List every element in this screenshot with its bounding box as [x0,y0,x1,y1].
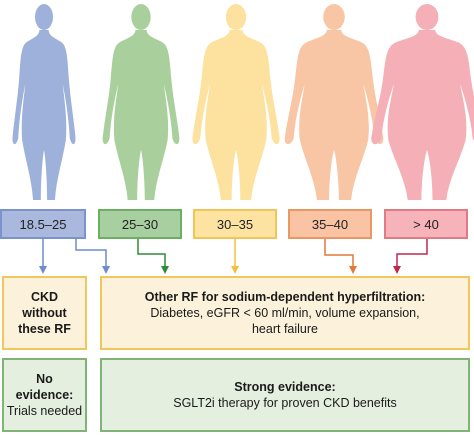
body-obese-3 [371,4,474,200]
arrow-obese2-to-rf [324,239,357,274]
rf-title: Other RF for sodium-dependent hyperfiltr… [144,289,426,304]
ckd-line-1: CKD [30,289,59,304]
noev-line-1: No [36,371,53,386]
bmi-label-overweight: 25–30 [121,216,159,232]
bmi-box-obese-1: 30–35 [193,209,277,239]
other-rf-box: Other RF for sodium-dependent hyperfiltr… [100,276,470,350]
body-obese-2 [284,4,384,200]
arrow-overweight-to-rf [137,239,169,274]
strong-evidence-box: Strong evidence: SGLT2i therapy for prov… [100,358,470,432]
body-obese-3-head [415,4,439,30]
body-normal [12,4,76,200]
no-evidence-box: No evidence: Trials needed [2,358,87,432]
bmi-box-obese-3: > 40 [384,209,468,239]
body-overweight-torso [102,30,180,200]
noev-line-3: Trials needed [6,404,83,419]
body-normal-torso [12,30,76,200]
ckd-line-2: without [22,305,67,320]
bmi-box-overweight: 25–30 [98,209,182,239]
arrow-normal-to-rf [75,239,110,274]
body-normal-head [35,4,53,30]
body-obese-1-torso [192,30,280,200]
body-overweight [102,4,180,200]
ckd-line-3: these RF [18,322,71,337]
body-overweight-head [131,4,151,30]
bmi-label-obese-2: 35–40 [311,216,349,232]
ckd-without-rf-box: CKD without these RF [2,276,87,350]
bmi-box-normal: 18.5–25 [0,209,86,239]
arrow-obese3-to-rf [393,239,428,274]
strong-title: Strong evidence: [234,379,336,394]
rf-line-2: heart failure [251,322,318,337]
noev-line-2: evidence: [15,387,74,402]
bmi-box-obese-2: 35–40 [288,209,372,239]
body-obese-2-torso [284,30,384,200]
body-silhouettes [12,4,474,200]
body-obese-1 [192,4,280,200]
body-obese-3-torso [371,30,474,200]
body-obese-1-head [225,4,247,30]
strong-line-1: SGLT2i therapy for proven CKD benefits [173,396,397,410]
body-obese-2-head [323,4,345,30]
bmi-label-normal: 18.5–25 [19,216,67,232]
rf-line-1: Diabetes, eGFR < 60 ml/min, volume expan… [150,305,420,320]
bmi-label-obese-3: > 40 [413,216,439,232]
bmi-label-obese-1: 30–35 [216,216,254,232]
